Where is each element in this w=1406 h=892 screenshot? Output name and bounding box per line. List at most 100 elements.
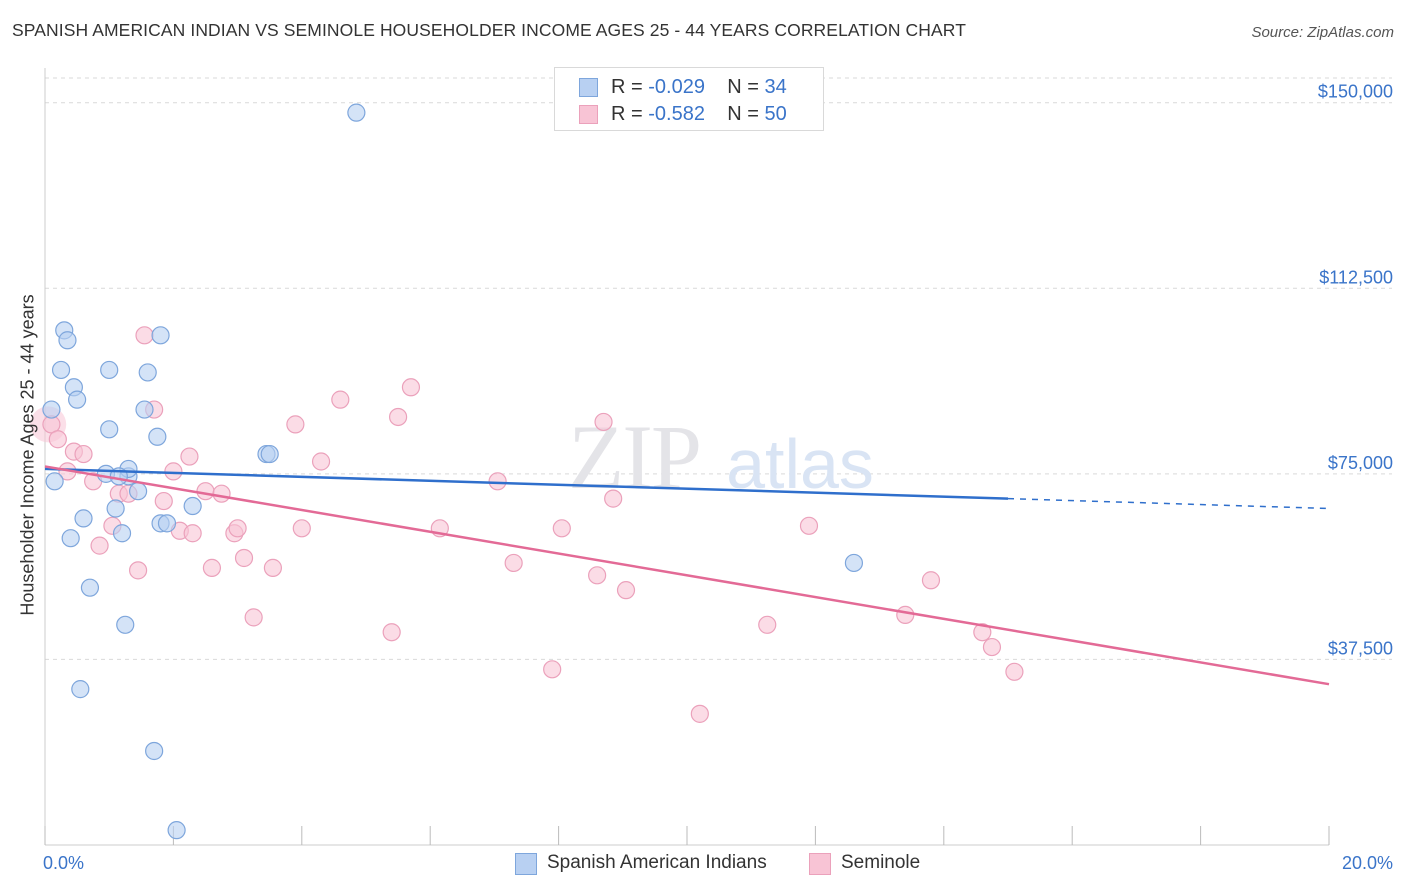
point-spanish-american-indians — [74, 509, 93, 528]
point-seminole — [234, 548, 254, 568]
point-seminole — [758, 615, 777, 634]
point-spanish-american-indians — [112, 524, 132, 543]
point-spanish-american-indians — [58, 331, 77, 350]
point-seminole — [504, 553, 523, 573]
point-spanish-american-indians — [260, 444, 279, 464]
y-tick-label: $112,500 — [1319, 267, 1393, 287]
point-spanish-american-indians — [151, 326, 170, 345]
y-tick-labels: $37,500 $75,000 $112,500 $150,000 — [1318, 82, 1393, 659]
point-seminole — [543, 660, 562, 679]
watermark-zip: ZIP — [568, 406, 700, 508]
point-seminole — [1005, 662, 1024, 681]
point-seminole — [896, 605, 915, 625]
r-label: R = — [611, 76, 643, 98]
r-value: -0.029 — [648, 76, 705, 98]
r-label: R = — [611, 103, 643, 125]
point-spanish-american-indians — [100, 420, 119, 439]
point-spanish-american-indians — [106, 499, 125, 518]
point-seminole — [616, 581, 636, 600]
y-tick-label: $37,500 — [1328, 638, 1393, 658]
point-spanish-american-indians — [347, 103, 366, 122]
point-seminole — [244, 608, 263, 627]
point-seminole — [690, 704, 709, 723]
legend-swatch-pink — [579, 105, 598, 124]
point-spanish-american-indians — [128, 482, 148, 501]
trend-line-spanish-american-indians — [44, 467, 1009, 500]
point-spanish-american-indians — [116, 615, 135, 634]
point-seminole — [382, 623, 401, 642]
point-seminole — [74, 444, 93, 464]
point-seminole — [212, 484, 231, 503]
point-seminole — [128, 561, 148, 580]
point-spanish-american-indians — [45, 472, 64, 491]
point-spanish-american-indians — [145, 741, 164, 761]
point-spanish-american-indians — [135, 400, 154, 419]
point-seminole — [286, 415, 305, 434]
legend-label: Seminole — [841, 852, 921, 873]
point-spanish-american-indians — [80, 578, 100, 597]
chart-title: SPANISH AMERICAN INDIAN VS SEMINOLE HOUS… — [12, 20, 966, 40]
x-tick-label: 0.0% — [43, 853, 84, 873]
point-seminole — [311, 452, 331, 471]
point-seminole — [588, 566, 607, 585]
point-seminole — [196, 482, 215, 501]
gridlines — [45, 77, 1392, 660]
point-seminole — [604, 489, 623, 508]
point-seminole — [488, 472, 507, 491]
legend-swatch-pink — [809, 853, 831, 875]
point-seminole — [48, 430, 67, 449]
point-spanish-american-indians — [167, 821, 186, 840]
trend-extension-spanish-american-indians — [1007, 497, 1330, 510]
point-spanish-american-indians — [157, 514, 177, 533]
point-seminole — [982, 637, 1002, 657]
trend-lines — [44, 465, 1330, 686]
correlation-legend: R = -0.029 N = 34 R = -0.582 N = 50 — [554, 67, 824, 131]
point-seminole — [389, 407, 408, 427]
point-spanish-american-indians — [148, 427, 167, 446]
point-seminole — [292, 519, 311, 538]
x-tick-label: 20.0% — [1342, 853, 1393, 873]
x-tick-labels: 0.0% 20.0% — [43, 853, 1393, 873]
point-seminole — [799, 516, 819, 535]
point-seminole — [552, 519, 571, 538]
point-spanish-american-indians — [138, 363, 157, 382]
n-label: N = — [727, 76, 759, 98]
point-spanish-american-indians — [67, 390, 87, 409]
point-seminole — [973, 623, 992, 642]
point-spanish-american-indians — [71, 680, 90, 699]
point-spanish-american-indians — [42, 400, 61, 419]
point-seminole — [154, 491, 173, 511]
points-seminole — [30, 326, 1024, 723]
point-seminole — [202, 558, 222, 577]
points-spanish-american-indians — [42, 103, 864, 840]
trend-line-seminole — [44, 465, 1330, 686]
point-seminole — [135, 326, 154, 345]
point-spanish-american-indians — [100, 360, 119, 380]
y-tick-label: $75,000 — [1328, 453, 1393, 473]
point-seminole — [164, 462, 183, 481]
point-seminole — [921, 571, 941, 590]
point-seminole — [183, 524, 202, 543]
point-seminole — [90, 536, 109, 555]
point-spanish-american-indians — [61, 529, 80, 548]
point-seminole — [263, 558, 283, 577]
n-value: 34 — [764, 76, 787, 98]
point-seminole — [228, 519, 247, 538]
y-axis-label: Householder Income Ages 25 - 44 years — [17, 294, 38, 616]
point-spanish-american-indians — [844, 553, 864, 573]
point-spanish-american-indians — [51, 360, 71, 380]
point-seminole — [331, 390, 350, 409]
x-axis — [44, 68, 1330, 846]
point-seminole — [401, 378, 421, 397]
legend-swatch-blue — [515, 853, 537, 875]
legend-label: Spanish American Indians — [547, 852, 767, 873]
r-value: -0.582 — [648, 103, 705, 125]
y-tick-label: $150,000 — [1318, 82, 1393, 102]
source-label: Source: ZipAtlas.com — [1251, 24, 1394, 41]
point-seminole — [180, 447, 199, 466]
point-seminole — [594, 412, 613, 432]
legend-swatch-blue — [579, 78, 598, 97]
n-label: N = — [727, 103, 759, 125]
n-value: 50 — [764, 103, 787, 125]
